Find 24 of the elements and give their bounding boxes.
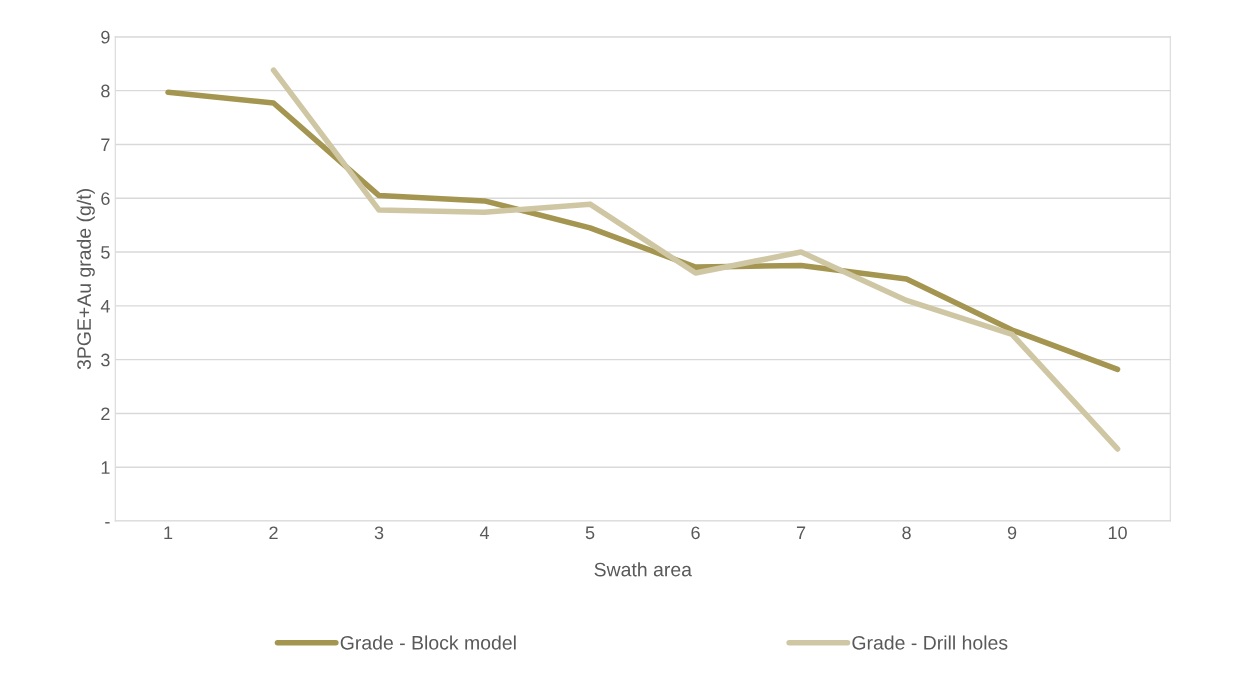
y-tick-label: 6	[101, 192, 110, 205]
y-tick-label: 2	[101, 407, 110, 420]
x-tick-label: 10	[1108, 526, 1127, 540]
legend-label: Grade - Block model	[340, 635, 516, 650]
x-tick-label: 6	[691, 526, 700, 540]
x-tick-label: 1	[164, 526, 173, 539]
x-axis-title: Swath area	[594, 562, 692, 577]
x-tick-label: 8	[902, 526, 911, 540]
x-tick-label: 5	[585, 526, 595, 540]
x-tick-label: 2	[269, 526, 278, 539]
y-tick-label: 8	[101, 84, 110, 98]
y-tick-label: 3	[101, 353, 110, 367]
y-tick-label: 7	[101, 138, 110, 151]
x-tick-label: 4	[479, 526, 490, 539]
x-tick-label: 9	[1007, 526, 1017, 540]
y-tick-label: 9	[101, 30, 110, 44]
y-tick-label: -	[105, 522, 110, 524]
y-tick-label: 4	[100, 299, 110, 313]
y-tick-label: 5	[101, 246, 110, 259]
y-axis-title: 3PGE+Au grade (g/t)	[76, 189, 95, 370]
x-tick-label: 3	[374, 526, 384, 540]
x-tick-label: 7	[796, 526, 806, 539]
legend-label: Grade - Drill holes	[852, 635, 1008, 650]
y-tick-label: 1	[101, 461, 110, 474]
